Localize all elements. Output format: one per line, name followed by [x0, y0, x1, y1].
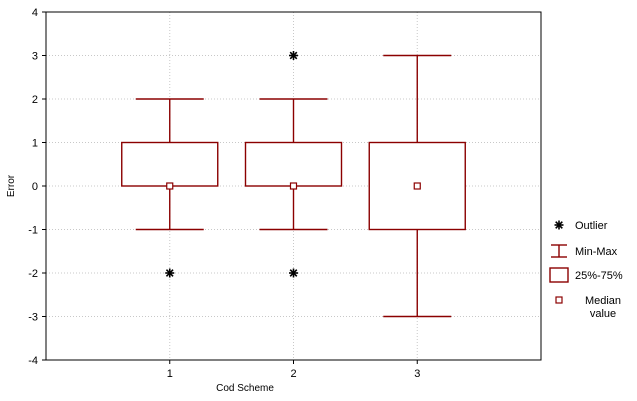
y-tick-label: -1 — [28, 225, 38, 237]
outlier-point — [289, 51, 298, 60]
y-tick-label: 4 — [32, 7, 38, 19]
iqr-box — [121, 141, 219, 187]
iqr-box — [368, 141, 466, 231]
box-group — [244, 51, 343, 278]
box-series — [121, 51, 466, 318]
legend-median-symbol — [555, 296, 563, 304]
legend-label: 25%-75% — [575, 270, 623, 282]
legend-label: Min-Max — [575, 246, 618, 258]
median-marker — [413, 182, 421, 190]
outlier-point — [165, 268, 175, 278]
x-axis: 1 2 3 — [167, 360, 420, 380]
y-tick-label: 3 — [32, 51, 38, 63]
iqr-box — [244, 141, 343, 187]
box-group — [368, 54, 466, 318]
y-tick-label: 1 — [32, 138, 38, 150]
legend-label: Outlier — [575, 220, 608, 232]
legend-item: Outlier — [554, 220, 608, 232]
legend-box-symbol — [549, 267, 569, 283]
outlier-point — [289, 268, 298, 278]
y-axis-title: Error — [6, 174, 17, 197]
legend-item: 25%-75% — [549, 267, 623, 283]
y-axis: -4 -3 -2 -1 0 1 2 3 4 — [28, 7, 46, 367]
y-tick-label: 2 — [32, 94, 38, 106]
median-marker — [289, 182, 298, 190]
legend-item: Min-Max — [551, 244, 618, 258]
legend-outlier-symbol — [554, 220, 564, 230]
y-tick-label: -3 — [28, 312, 38, 324]
x-tick-label: 1 — [167, 368, 173, 380]
legend-minmax-symbol — [551, 244, 567, 258]
x-tick-label: 3 — [414, 368, 420, 380]
y-tick-label: 0 — [32, 181, 38, 193]
y-tick-label: -2 — [28, 268, 38, 280]
x-axis-title: Cod Scheme — [216, 383, 274, 394]
median-marker — [166, 182, 174, 190]
y-tick-label: -4 — [28, 355, 38, 367]
legend: Outlier Min-Max 25%-75% Median value — [549, 220, 623, 320]
box-group — [121, 98, 219, 278]
legend-label: Median value — [585, 295, 621, 320]
x-tick-label: 2 — [290, 368, 296, 380]
legend-item: Median value — [555, 295, 621, 320]
